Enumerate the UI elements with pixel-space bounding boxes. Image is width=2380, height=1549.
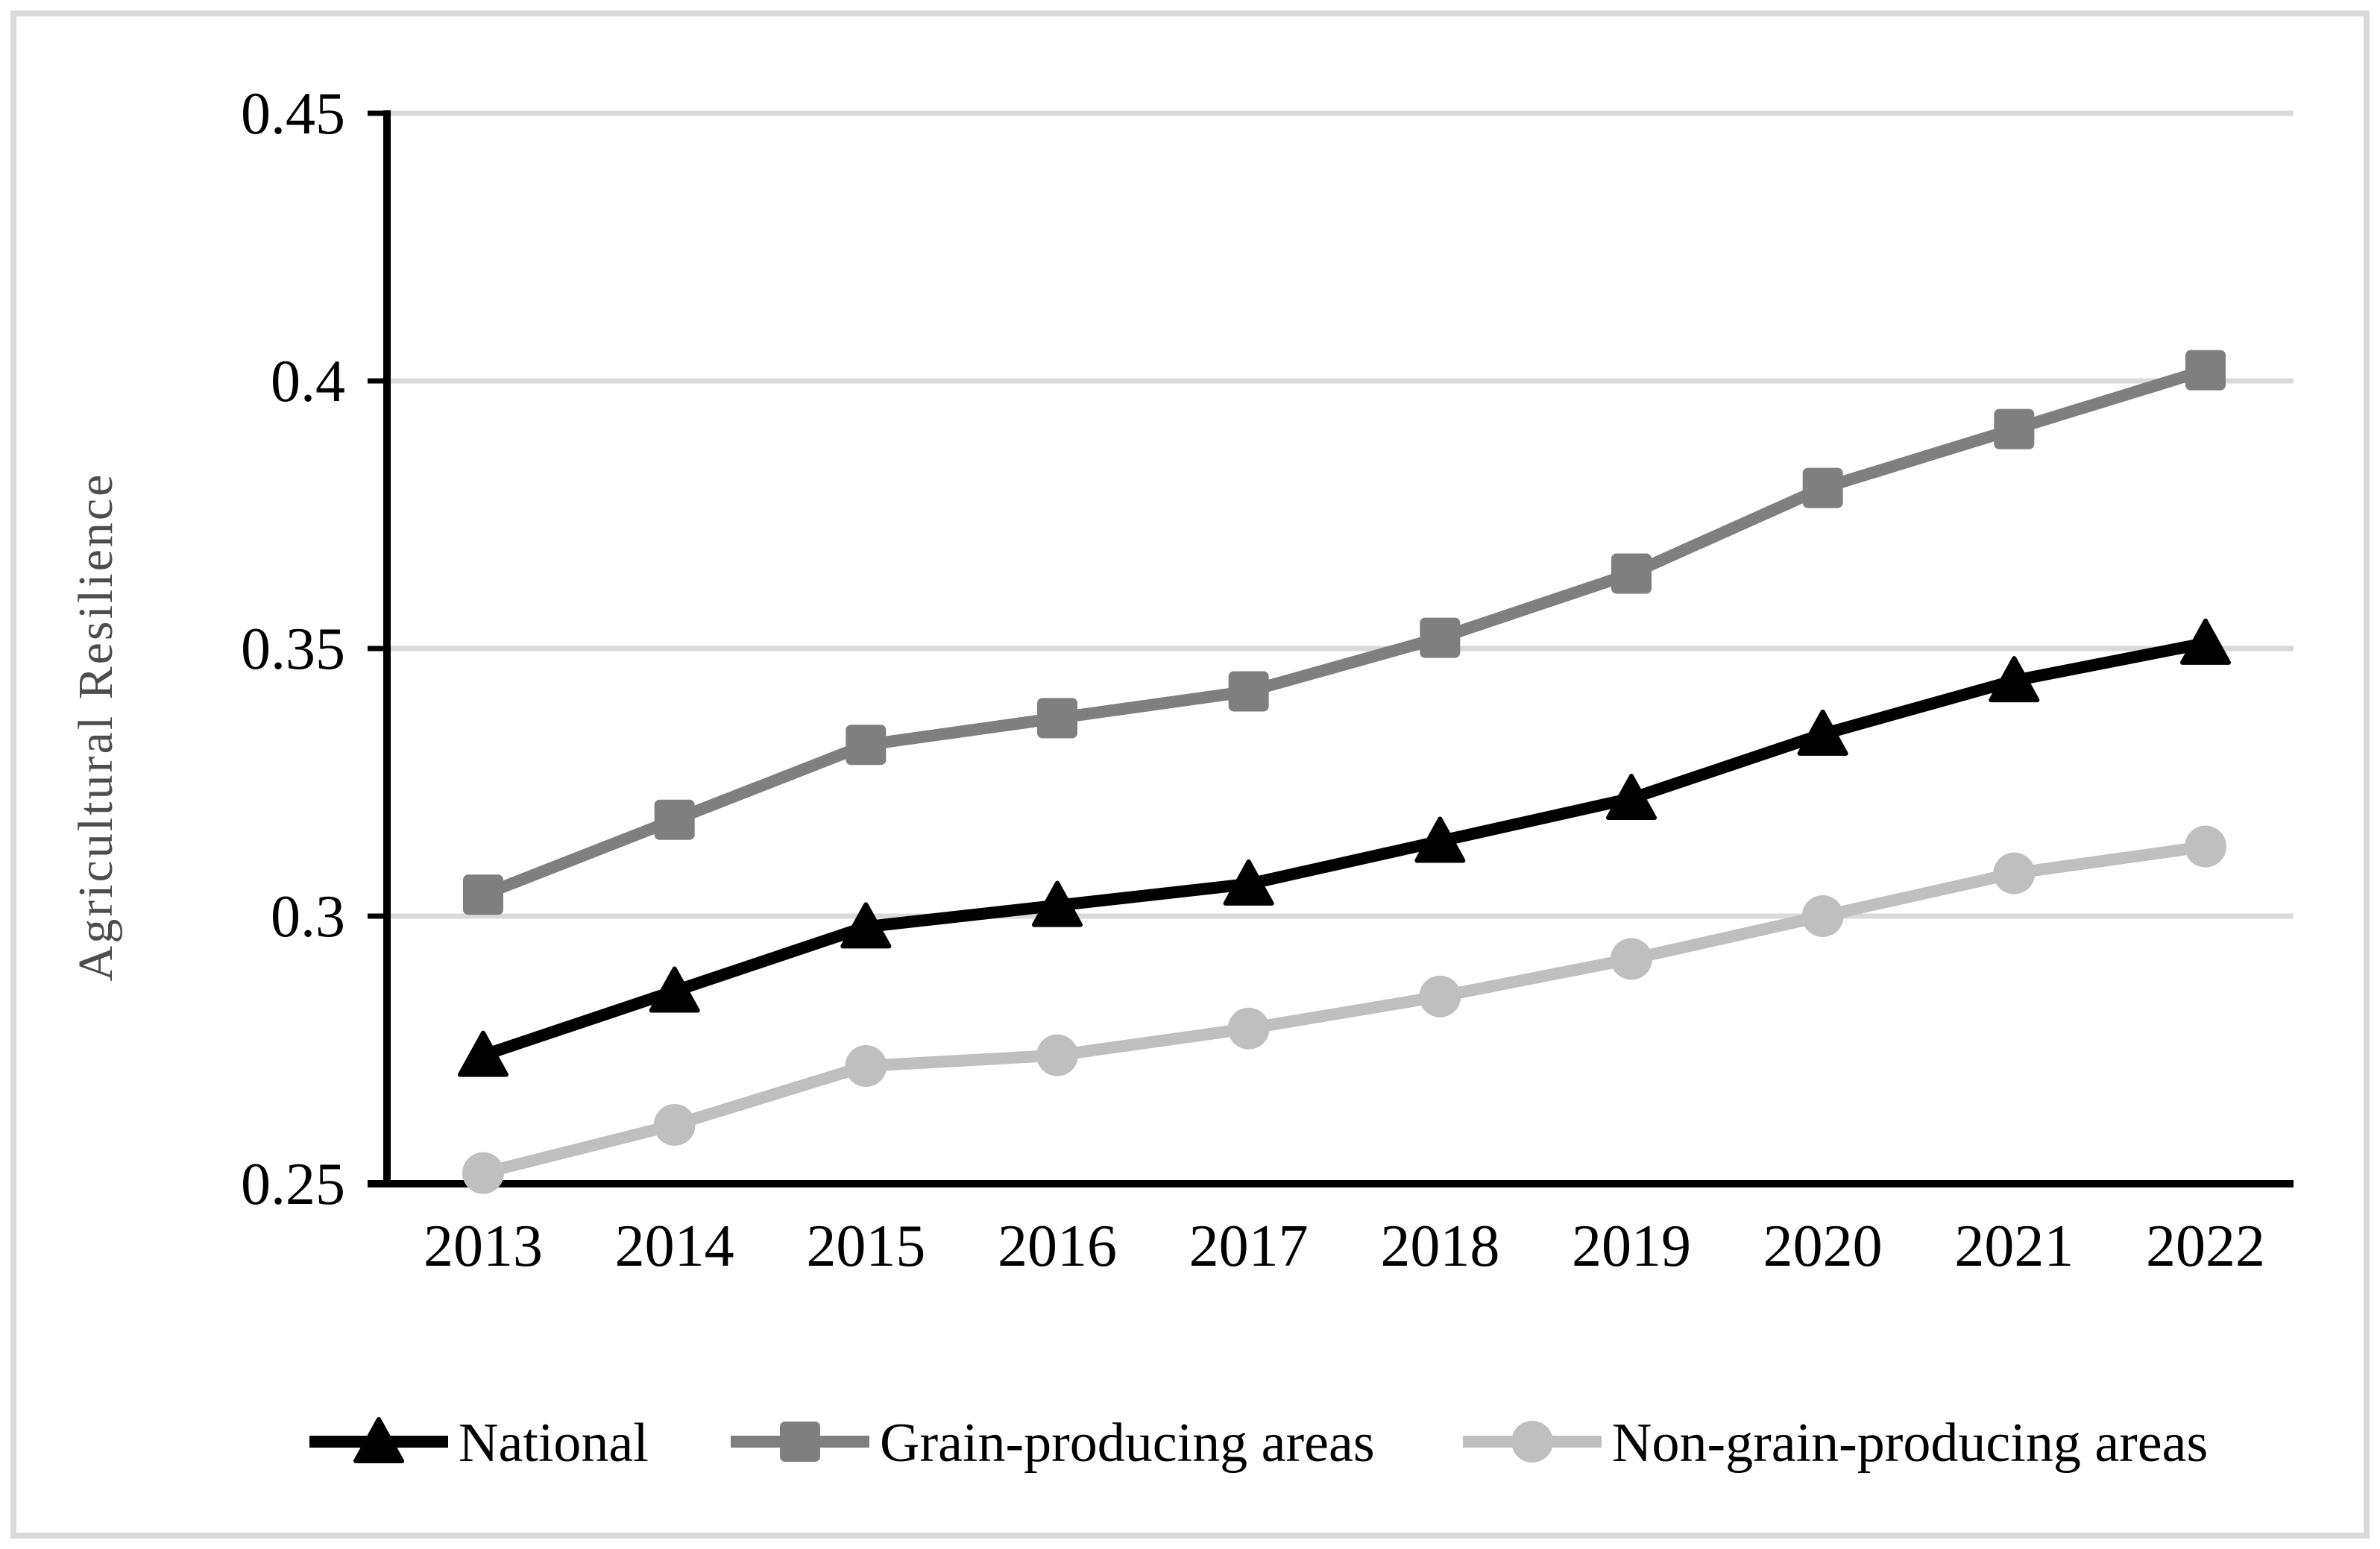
series-marker-national [458,1030,509,1077]
series-marker-national [649,966,700,1013]
x-tick-label: 2018 [1380,1214,1499,1279]
series-marker-non-grain-producing-areas [2185,825,2226,868]
series-marker-grain-producing-areas [1037,698,1077,739]
x-tick-label: 2015 [806,1214,925,1279]
legend-label-national: National [459,1413,649,1474]
series-marker-grain-producing-areas [846,725,887,766]
series-marker-grain-producing-areas [1228,671,1269,712]
series-marker-grain-producing-areas [1994,408,2035,449]
y-tick-label: 0.3 [271,884,345,950]
legend-label-grain-producing-areas: Grain-producing areas [880,1413,1375,1474]
series-marker-non-grain-producing-areas [1611,938,1652,980]
y-axis-title: Agricultural Resilience [69,473,123,982]
series-marker-non-grain-producing-areas [653,1104,696,1146]
y-axis-ticks [368,110,387,1187]
series-marker-national [1606,774,1657,821]
series-marker-non-grain-producing-areas [1993,852,2036,895]
series-marker-non-grain-producing-areas [1801,895,1844,937]
series-line-grain-producing-areas [477,364,2211,901]
series-marker-grain-producing-areas [1802,467,1843,508]
legend-label-non-grain-producing-areas: Non-grain-producing areas [1612,1413,2208,1474]
series-marker-national [1414,816,1466,863]
legend-marker-grain-producing-areas [780,1422,820,1462]
y-tick-label: 0.35 [241,616,345,682]
x-tick-label: 2017 [1189,1214,1309,1279]
series-line-national [477,637,2211,1061]
series-marker-national [1989,656,2040,703]
legend-marker-national [353,1417,404,1463]
series-marker-non-grain-producing-areas [1419,975,1461,1018]
x-tick-label: 2020 [1763,1214,1883,1279]
series-marker-national [1032,880,1083,927]
y-tick-label: 0.45 [241,81,345,147]
series-marker-non-grain-producing-areas [845,1045,887,1088]
y-tick-label: 0.4 [271,349,345,414]
series-marker-non-grain-producing-areas [1036,1034,1078,1076]
x-tick-labels: 2013 2014 2015 2016 2017 2018 2019 2020 2021 2022 [424,1214,2265,1279]
series-lines [477,364,2211,1179]
series-line-non-grain-producing-areas [477,840,2211,1179]
series-marker-grain-producing-areas [2185,350,2226,391]
series-markers [458,350,2231,1194]
legend-item-non-grain-producing-areas: Non-grain-producing areas [1463,1413,2208,1474]
legend: National Grain-producing areas Non-grain-p… [309,1413,2208,1474]
series-marker-national [840,902,892,949]
x-tick-label: 2013 [424,1214,543,1279]
x-tick-label: 2021 [1954,1214,2074,1279]
legend-item-grain-producing-areas: Grain-producing areas [731,1413,1375,1474]
series-marker-non-grain-producing-areas [1227,1007,1270,1050]
x-tick-label: 2019 [1572,1214,1691,1279]
series-marker-grain-producing-areas [1611,553,1652,594]
x-tick-label: 2022 [2146,1214,2265,1279]
series-marker-grain-producing-areas [1420,617,1461,658]
series-marker-non-grain-producing-areas [462,1152,504,1194]
series-marker-national [1797,709,1848,756]
legend-marker-non-grain-producing-areas [1511,1421,1553,1463]
gridlines [387,110,2294,919]
legend-item-national: National [309,1413,649,1474]
series-marker-national [1223,859,1274,906]
y-tick-labels: 0.25 0.3 0.35 0.4 0.45 [241,81,345,1217]
y-tick-label: 0.25 [241,1152,345,1217]
x-tick-label: 2016 [998,1214,1117,1279]
series-marker-grain-producing-areas [463,874,503,915]
x-tick-label: 2014 [615,1214,734,1279]
series-marker-grain-producing-areas [654,799,695,840]
series-marker-national [2180,618,2231,665]
